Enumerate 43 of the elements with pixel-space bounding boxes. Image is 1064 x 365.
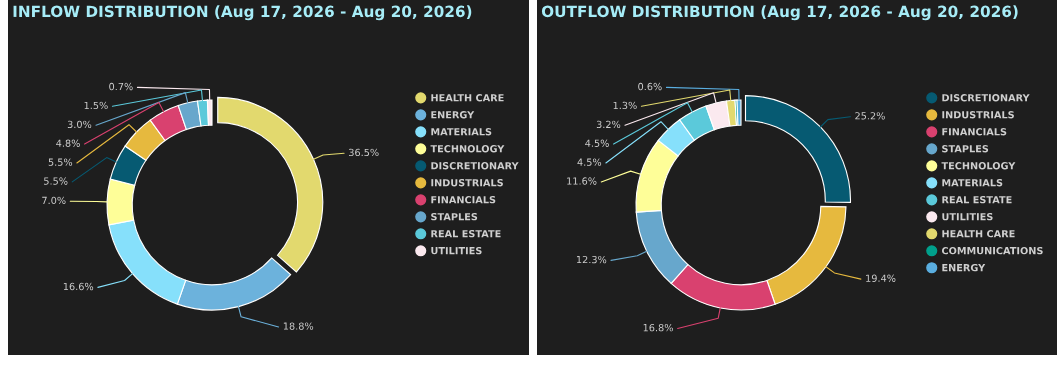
data-label: 5.5% [48, 158, 73, 166]
legend-label: INDUSTRIALS [431, 179, 503, 187]
legend-label: ENERGY [942, 263, 986, 272]
data-label: 5.5% [44, 177, 68, 185]
legend-label: HEALTH CARE [942, 230, 1015, 238]
legend-label: STAPLES [942, 145, 989, 153]
data-label: 25.2% [855, 112, 885, 120]
data-label: 0.6% [638, 82, 662, 91]
legend-label: ENERGY [431, 111, 475, 119]
legend-label: REAL ESTATE [942, 196, 1012, 204]
legend-label: COMMUNICATIONS [941, 246, 1043, 255]
data-label: 3.0% [67, 120, 92, 129]
data-label: 16.8% [643, 323, 673, 332]
legend-label: INDUSTRIALS [942, 111, 1014, 119]
legend-label: STAPLES [431, 213, 478, 221]
chart-title: INFLOW DISTRIBUTION (Aug 17, 2026 - Aug 20, 2026) [13, 5, 472, 21]
data-label: 0.7% [109, 82, 133, 91]
data-label: 19.4% [866, 274, 896, 282]
data-label: 1.5% [84, 101, 108, 110]
legend-label: DISCRETIONARY [431, 162, 519, 170]
legend-label: REAL ESTATE [431, 230, 501, 238]
data-label: 11.6% [567, 177, 597, 185]
legend-label: TECHNOLOGY [941, 162, 1016, 170]
legend-label: HEALTH CARE [431, 94, 504, 102]
legend-label: FINANCIALS [942, 128, 1007, 136]
data-label: 3.2% [596, 120, 621, 129]
legend-label: UTILITIES [431, 246, 482, 255]
data-label: 4.5% [577, 158, 602, 166]
chart-title: OUTFLOW DISTRIBUTION (Aug 17, 2026 - Aug 20, 2026) [541, 5, 1018, 21]
data-label: 1.3% [613, 101, 637, 110]
legend-label: UTILITIES [942, 213, 993, 221]
legend-label: MATERIALS [431, 128, 492, 136]
data-label: 4.5% [585, 139, 609, 147]
data-label: 36.5% [349, 148, 379, 157]
data-label: 4.8% [56, 139, 80, 147]
legend-label: TECHNOLOGY [430, 145, 505, 153]
data-label: 18.8% [283, 322, 314, 330]
legend-label: MATERIALS [942, 179, 1003, 187]
legend-label: DISCRETIONARY [942, 94, 1030, 102]
data-label: 12.3% [576, 255, 607, 264]
data-label: 16.6% [63, 282, 94, 291]
data-label: 7.0% [42, 196, 66, 205]
legend-label: FINANCIALS [431, 196, 496, 204]
